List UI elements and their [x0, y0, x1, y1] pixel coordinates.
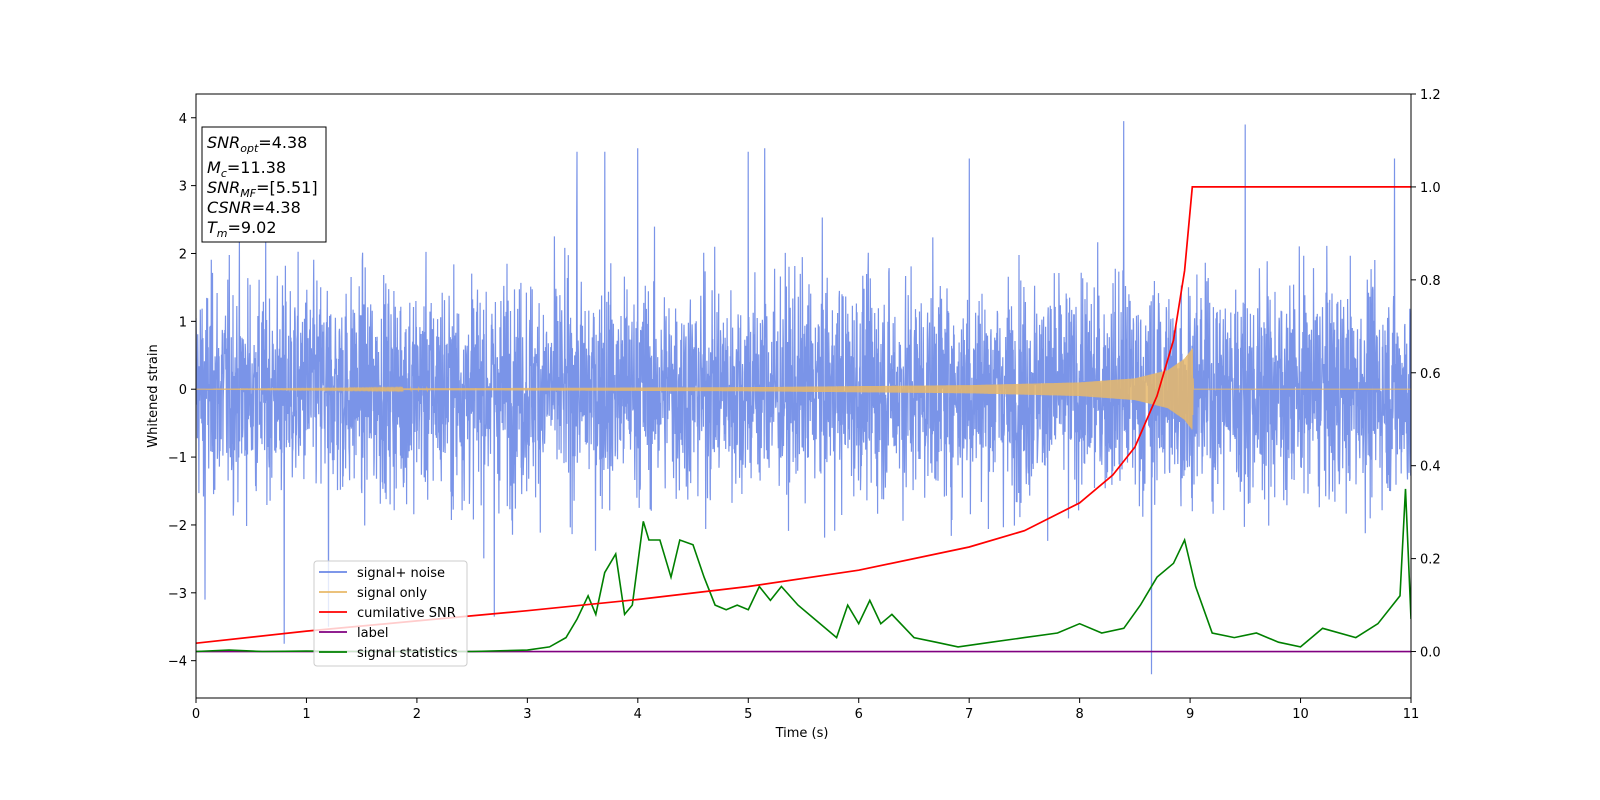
legend-label: label: [357, 626, 388, 641]
y-right-tick-label: 0.6: [1420, 367, 1441, 382]
legend-label: cumilative SNR: [357, 606, 456, 621]
y-right-tick-label: 1.0: [1420, 181, 1441, 196]
stats-line: Tm=9.02: [207, 218, 277, 240]
stats-line: SNRMF=[5.51]: [207, 178, 318, 200]
x-tick-label: 6: [855, 707, 863, 722]
x-tick-label: 1: [302, 707, 310, 722]
y-left-tick-label: −1: [168, 451, 187, 466]
plot-frame: [195, 93, 1412, 699]
series-signal-only: [196, 348, 1411, 430]
x-tick-label: 9: [1186, 707, 1194, 722]
y-right-tick-label: 1.2: [1420, 88, 1441, 103]
x-tick-label: 10: [1292, 707, 1309, 722]
y-right-tick-label: 0.0: [1420, 646, 1441, 661]
y-axis-right: 1.2 1.0 0.8 0.6 0.4 0.2 0.0: [1411, 88, 1441, 661]
y-left-tick-label: 3: [179, 180, 187, 195]
stats-line: Mc=11.38: [207, 158, 286, 180]
legend-label: signal only: [357, 586, 427, 601]
stats-line: CSNR=4.38: [207, 198, 301, 217]
y-left-tick-label: 4: [179, 112, 187, 127]
stats-line: SNRopt=4.38: [207, 133, 307, 155]
x-tick-label: 11: [1403, 707, 1420, 722]
x-axis-title: Time (s): [775, 726, 829, 741]
y-axis-title: Whitened strain: [146, 344, 161, 447]
series-signal-noise: [196, 121, 1411, 675]
x-tick-label: 5: [744, 707, 752, 722]
y-right-tick-label: 0.8: [1420, 274, 1441, 289]
legend-label: signal statistics: [357, 646, 458, 661]
legend-frame: [313, 560, 468, 667]
y-left-tick-label: 1: [179, 315, 187, 330]
x-tick-label: 4: [634, 707, 642, 722]
y-left-tick-label: −2: [168, 519, 187, 534]
x-tick-label: 7: [965, 707, 973, 722]
stats-box-frame: [201, 126, 327, 243]
stats-annotation-box: SNRopt=4.38 Mc=11.38SNRMF=[5.51]CSNR=4.38…: [201, 126, 327, 243]
legend-label: signal+ noise: [357, 566, 445, 581]
series-signal-statistics: [196, 488, 1411, 653]
legend: signal+ noise signal only cumilative SNR la…: [313, 560, 468, 667]
x-tick-label: 2: [413, 707, 421, 722]
x-tick-label: 3: [523, 707, 531, 722]
x-axis: 0 1 2 3 4 5 6 7 8 9 10 11: [192, 698, 1419, 722]
y-axis-left: 4 3 2 1 0 −1 −2 −3 −4: [168, 112, 196, 670]
y-left-tick-label: −4: [168, 655, 187, 670]
y-left-tick-label: 0: [179, 383, 187, 398]
y-left-tick-label: 2: [179, 247, 187, 262]
y-right-tick-label: 0.2: [1420, 553, 1441, 568]
y-left-tick-label: −3: [168, 587, 187, 602]
series-cumulative-snr: [196, 186, 1411, 645]
x-tick-label: 8: [1075, 707, 1083, 722]
y-right-tick-label: 0.4: [1420, 460, 1441, 475]
x-tick-label: 0: [192, 707, 200, 722]
